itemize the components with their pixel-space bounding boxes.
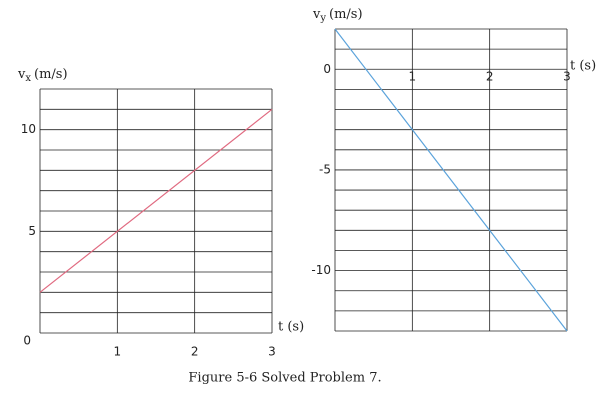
y-tick-label: 0 — [23, 334, 31, 348]
y-axis-label-unit: (m/s) — [329, 7, 363, 22]
y-axis-label: vy (m/s) — [312, 7, 363, 24]
y-tick-label: 0 — [323, 62, 331, 76]
x-tick-label: 2 — [486, 70, 494, 84]
caption: Figure 5-6 Solved Problem 7. — [188, 371, 381, 386]
y-axis-label-v: v — [17, 67, 26, 82]
x-tick-label: 2 — [191, 345, 199, 359]
chart: 0 -5 -10 1 2 3 vy (m/s) t (s) — [311, 7, 596, 332]
y-tick-label: 5 — [28, 224, 36, 238]
y-tick-label: 10 — [21, 122, 36, 136]
x-tick-label: 1 — [409, 70, 417, 84]
y-tick-label: -10 — [311, 263, 331, 277]
y-tick-label: -5 — [319, 162, 331, 176]
y-axis-label-v: v — [312, 7, 321, 22]
data-line — [334, 28, 568, 332]
x-tick-label: 1 — [114, 345, 122, 359]
y-axis-label: vx (m/s) — [17, 67, 68, 84]
data-line — [39, 108, 273, 293]
x-tick-label: 3 — [268, 345, 276, 359]
x-axis-label: t (s) — [570, 59, 596, 74]
x-tick-label: 3 — [563, 70, 571, 84]
y-axis-label-sub: y — [319, 13, 326, 24]
y-axis-label-unit: (m/s) — [34, 67, 68, 82]
chart: 0 5 10 1 2 3 vx (m/s) t (s) — [17, 67, 304, 359]
x-axis-label: t (s) — [278, 320, 304, 335]
y-axis-label-sub: x — [25, 73, 31, 84]
